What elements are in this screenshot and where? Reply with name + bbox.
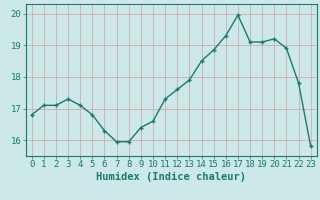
X-axis label: Humidex (Indice chaleur): Humidex (Indice chaleur)	[96, 172, 246, 182]
